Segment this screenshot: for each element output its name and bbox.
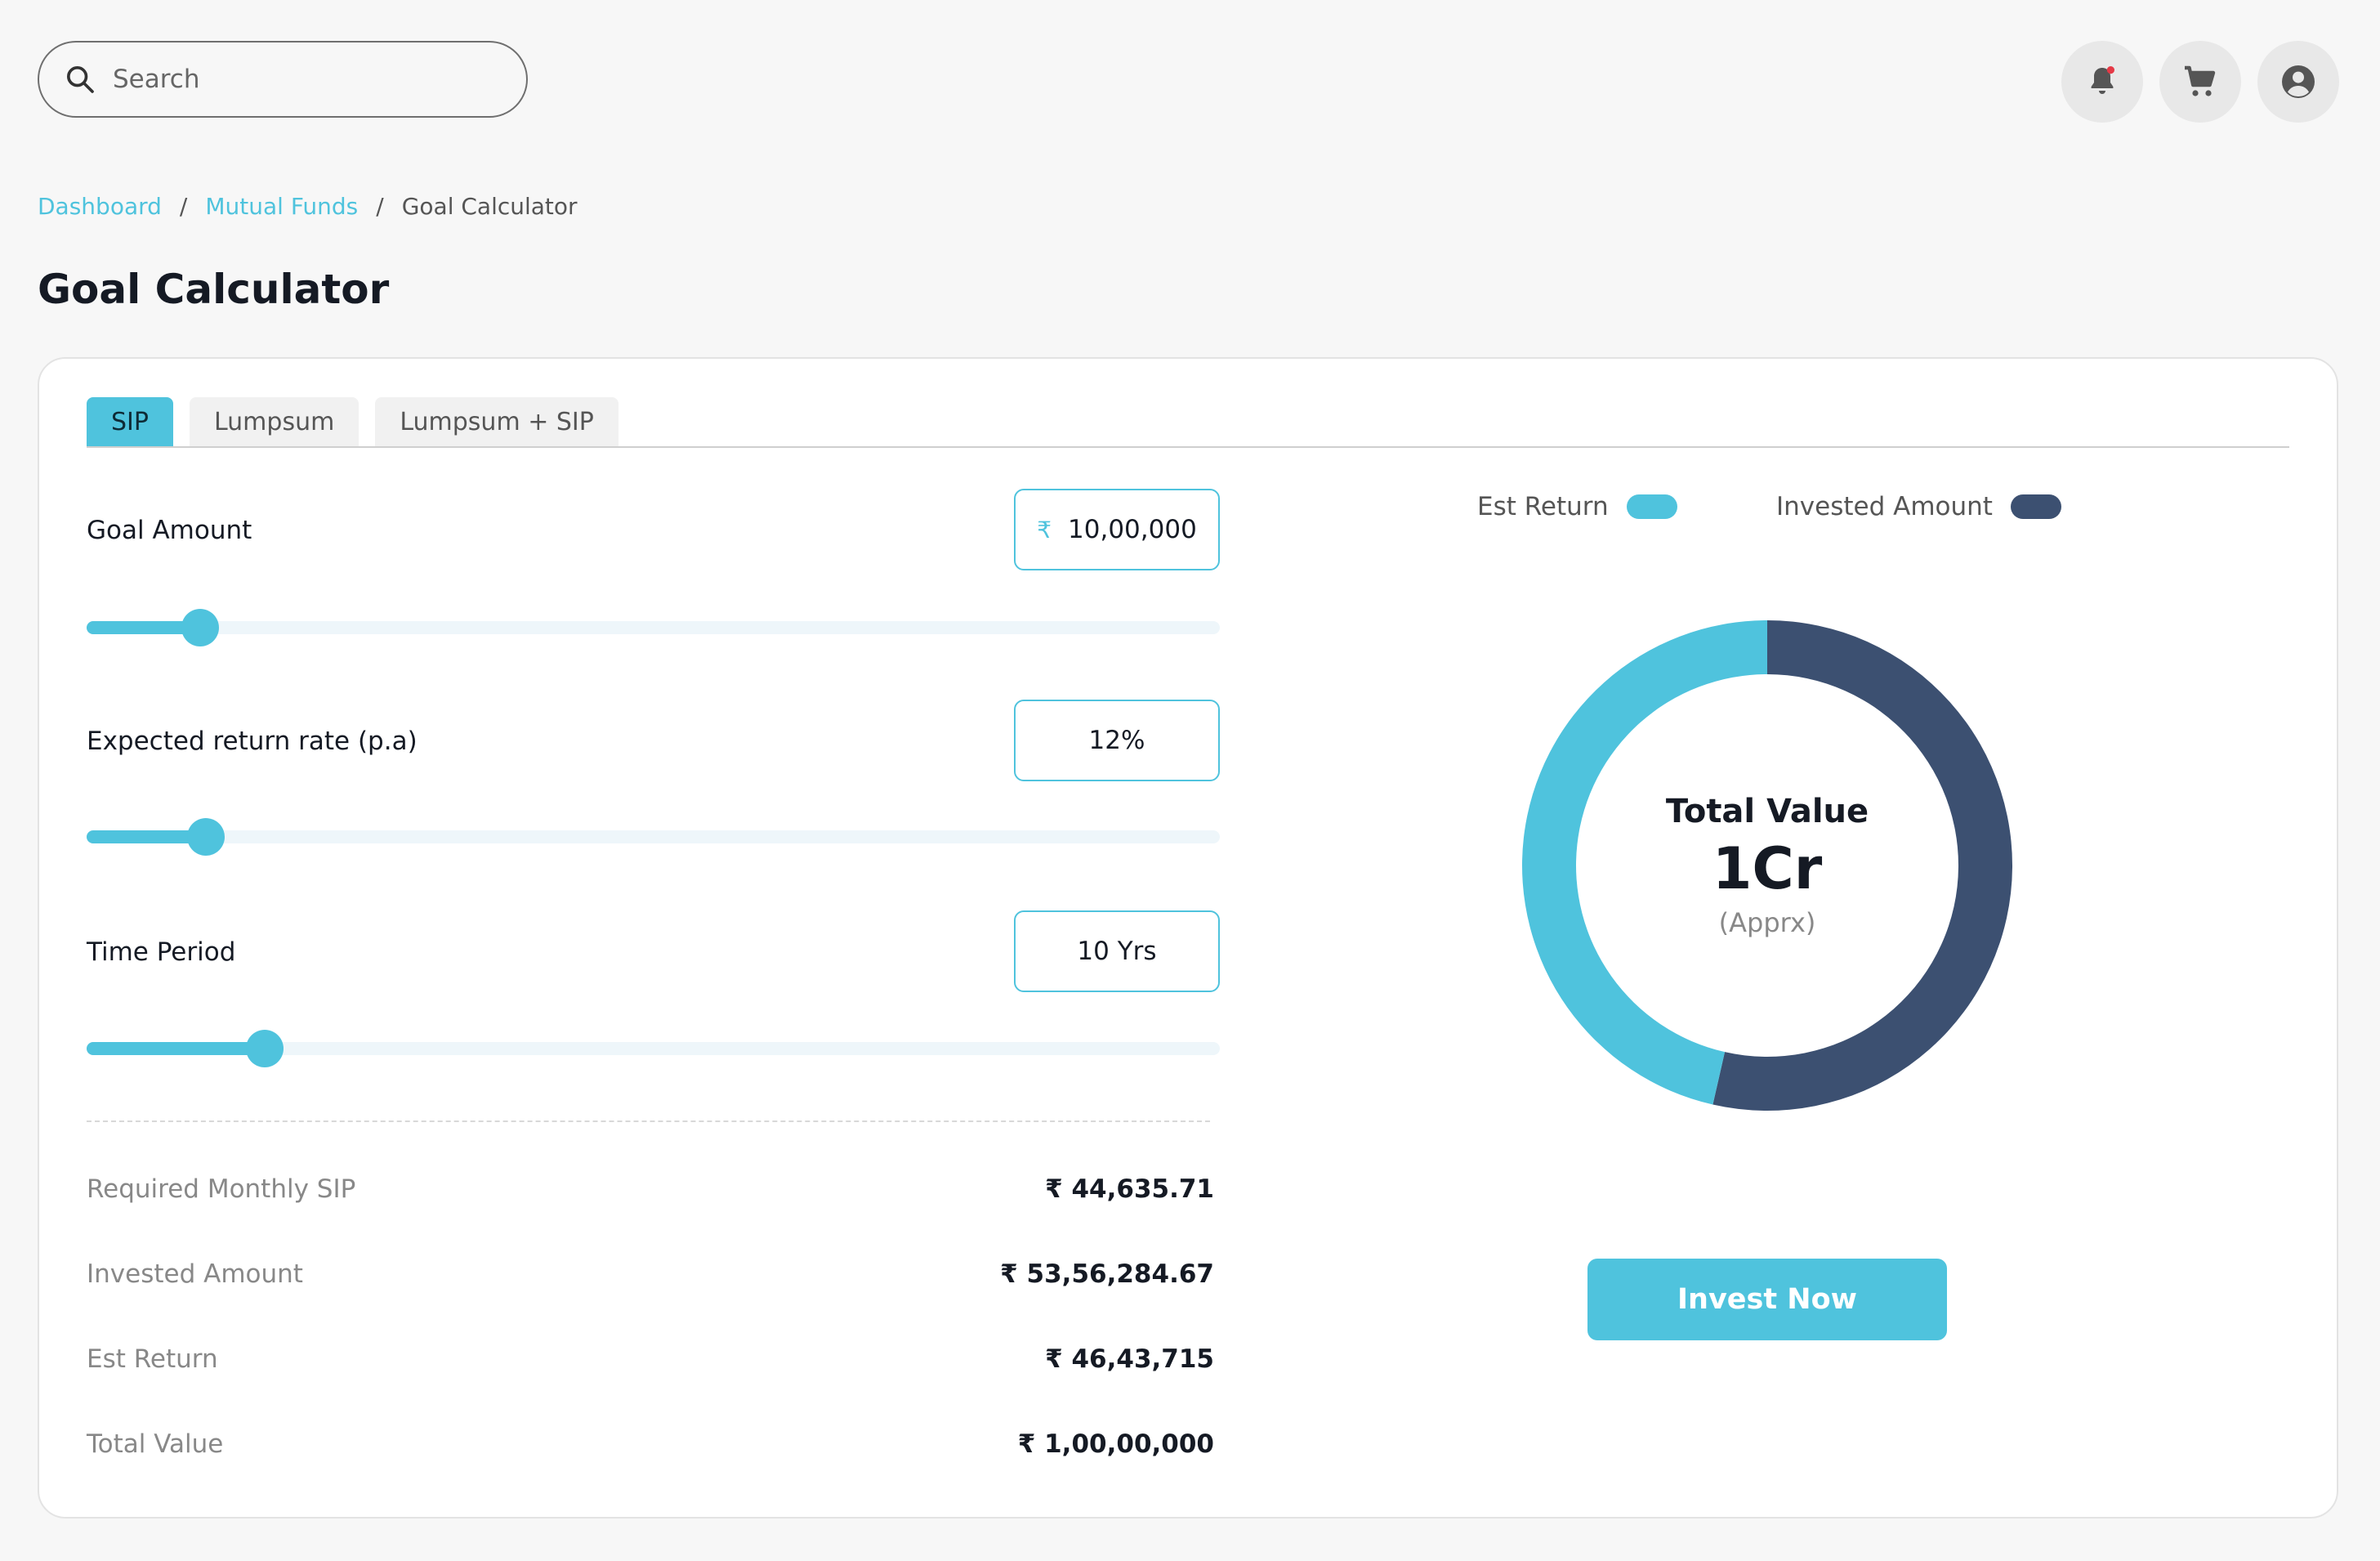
tab-lumpsum-sip[interactable]: Lumpsum + SIP <box>375 397 618 446</box>
total-value-label: Total Value <box>1665 793 1869 830</box>
search-bar[interactable] <box>38 41 528 118</box>
divider <box>87 1120 1210 1122</box>
goal-amount-value: 10,00,000 <box>1068 515 1197 544</box>
page-title: Goal Calculator <box>38 266 390 313</box>
notifications-button[interactable] <box>2061 41 2143 123</box>
rupee-icon: ₹ <box>1037 516 1052 543</box>
breadcrumb-current: Goal Calculator <box>401 193 578 220</box>
search-input[interactable] <box>113 65 505 94</box>
legend-swatch <box>2010 494 2061 519</box>
summary-value-invested: ₹ 53,56,284.67 <box>1000 1259 1214 1289</box>
legend-label: Est Return <box>1477 492 1609 521</box>
tab-divider <box>87 446 2289 448</box>
breadcrumb-mutual-funds[interactable]: Mutual Funds <box>205 193 359 220</box>
breadcrumb-separator: / <box>179 193 188 220</box>
slider-fill <box>87 830 206 843</box>
summary-value-monthly-sip: ₹ 44,635.71 <box>1045 1174 1214 1204</box>
slider-handle[interactable] <box>245 1030 284 1067</box>
return-rate-value: 12% <box>1088 726 1145 755</box>
breadcrumb: Dashboard / Mutual Funds / Goal Calculat… <box>38 193 578 220</box>
return-rate-label: Expected return rate (p.a) <box>87 727 418 756</box>
donut-slice-est-return <box>1521 620 1767 1105</box>
goal-amount-label: Goal Amount <box>87 516 252 545</box>
calculator-tabs: SIP Lumpsum Lumpsum + SIP <box>87 397 618 446</box>
total-value-amount: 1Cr <box>1712 835 1823 902</box>
bell-icon <box>2091 66 2114 94</box>
search-icon <box>67 66 94 93</box>
summary-label-monthly-sip: Required Monthly SIP <box>87 1174 356 1204</box>
summary-value-total-value: ₹ 1,00,00,000 <box>1017 1429 1214 1459</box>
cart-icon <box>2185 65 2216 96</box>
time-period-input[interactable]: 10 Yrs <box>1014 910 1220 992</box>
goal-amount-slider[interactable] <box>87 609 1220 646</box>
legend-invested-amount: Invested Amount <box>1776 492 2061 521</box>
time-period-label: Time Period <box>87 937 236 967</box>
time-period-slider[interactable] <box>87 1030 1220 1067</box>
slider-handle[interactable] <box>186 818 225 856</box>
donut-center: Total Value 1Cr (Apprx) <box>1521 619 2013 1111</box>
time-period-value: 10 Yrs <box>1077 937 1157 966</box>
return-rate-slider[interactable] <box>87 818 1220 856</box>
donut-chart <box>1521 620 2012 1111</box>
legend-swatch <box>1626 494 1677 519</box>
total-value-note: (Apprx) <box>1718 907 1816 938</box>
summary-label-total-value: Total Value <box>87 1429 224 1459</box>
legend-label: Invested Amount <box>1776 492 1993 521</box>
breadcrumb-separator: / <box>376 193 384 220</box>
legend-est-return: Est Return <box>1477 492 1677 521</box>
goal-amount-input[interactable]: ₹ 10,00,000 <box>1014 489 1220 570</box>
invest-now-button[interactable]: Invest Now <box>1587 1259 1947 1340</box>
cart-button[interactable] <box>2159 41 2241 123</box>
donut-slice-invested-amount <box>1712 620 2012 1111</box>
user-icon <box>2282 65 2315 98</box>
tab-sip[interactable]: SIP <box>87 397 173 446</box>
slider-fill <box>87 621 200 634</box>
summary-label-est-return: Est Return <box>87 1344 218 1374</box>
slider-handle[interactable] <box>181 609 219 646</box>
tab-lumpsum[interactable]: Lumpsum <box>189 397 359 446</box>
profile-button[interactable] <box>2257 41 2339 123</box>
breadcrumb-dashboard[interactable]: Dashboard <box>38 193 162 220</box>
slider-fill <box>87 1042 265 1055</box>
return-rate-input[interactable]: 12% <box>1014 700 1220 781</box>
summary-value-est-return: ₹ 46,43,715 <box>1045 1344 1214 1374</box>
summary-label-invested: Invested Amount <box>87 1259 303 1289</box>
